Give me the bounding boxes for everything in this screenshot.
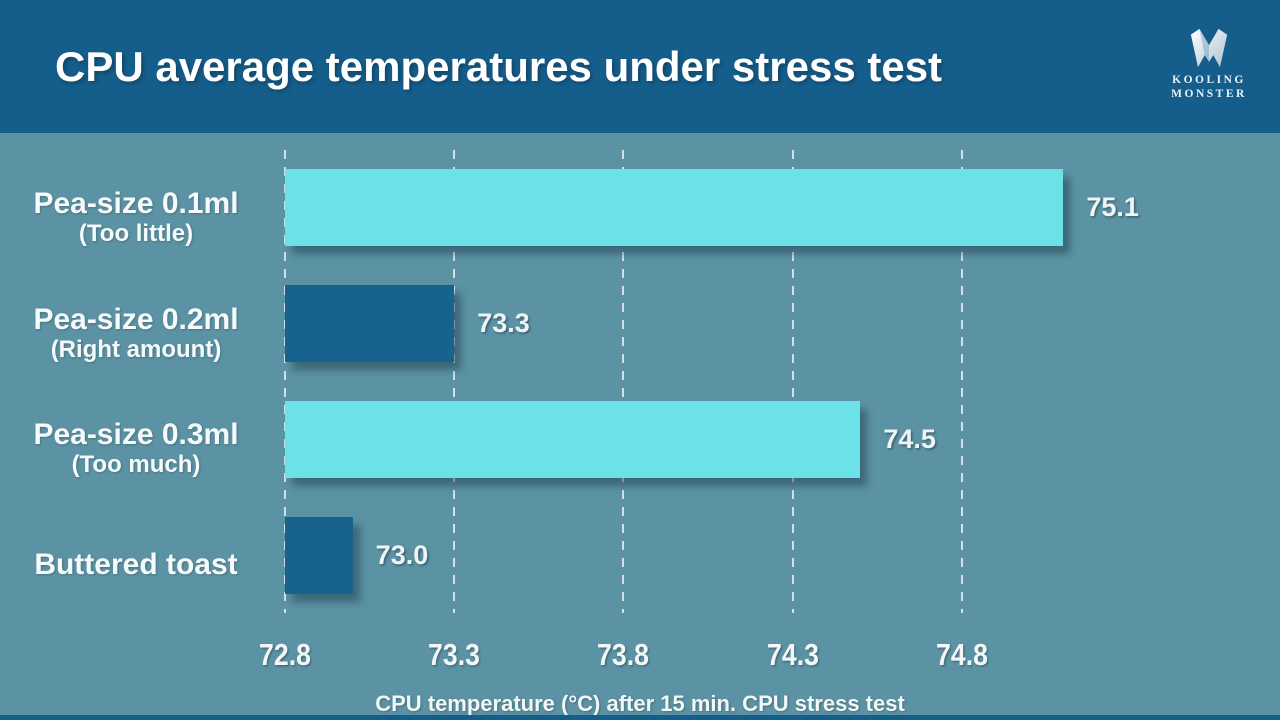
- x-axis-tick-label: 74.8: [935, 637, 988, 672]
- plot-area: 75.1 73.3 74.5 73.0: [284, 133, 1280, 630]
- bar-row: 75.1: [285, 169, 1280, 247]
- category-name: Pea-size 0.3ml: [33, 418, 239, 452]
- gridline-73.3: [453, 150, 456, 613]
- x-axis-tick-label: 73.8: [597, 637, 650, 672]
- footer-accent-strip: [0, 715, 1280, 720]
- bar-row: 73.3: [285, 285, 1280, 363]
- bar-value-label: 74.5: [883, 423, 936, 454]
- bar-row: 73.0: [285, 516, 1280, 594]
- gridline-72.8: [284, 150, 286, 613]
- bar: [285, 400, 861, 478]
- bar-value-label: 73.3: [477, 308, 530, 339]
- category-name: Pea-size 0.2ml: [33, 302, 239, 336]
- x-axis-tick-label: 72.8: [259, 637, 311, 672]
- category-note: (Too much): [71, 451, 201, 479]
- page-title: CPU average temperatures under stress te…: [55, 42, 943, 90]
- category-name: Pea-size 0.1ml: [33, 186, 239, 220]
- brand-logo: KOOLING MONSTER: [1154, 28, 1264, 101]
- gridline-74.3: [791, 150, 794, 613]
- header-banner: CPU average temperatures under stress te…: [0, 0, 1280, 133]
- category-label: Pea-size 0.1ml (Too little): [0, 178, 272, 255]
- brand-text-line2: MONSTER: [1171, 88, 1247, 100]
- gridline-73.8: [622, 150, 625, 613]
- x-axis-title: CPU temperature (°C) after 15 min. CPU s…: [375, 691, 905, 716]
- bar: [285, 516, 353, 594]
- brand-text-line1: KOOLING: [1172, 74, 1246, 86]
- gridline-74.8: [960, 150, 963, 613]
- x-axis-tick-label: 73.3: [428, 637, 481, 672]
- bar: [285, 285, 455, 363]
- monster-horns-m-icon: [1190, 28, 1228, 68]
- category-label: Buttered toast: [0, 526, 272, 603]
- bar-value-label: 75.1: [1086, 192, 1139, 223]
- bar-value-label: 73.0: [375, 539, 429, 570]
- category-label: Pea-size 0.3ml (Too much): [0, 410, 272, 487]
- category-label: Pea-size 0.2ml (Right amount): [0, 294, 272, 371]
- x-axis-tick-label: 74.3: [766, 637, 819, 672]
- category-note: (Right amount): [50, 335, 222, 363]
- category-note: (Too little): [78, 219, 194, 247]
- category-name: Buttered toast: [34, 547, 238, 581]
- bar: [285, 169, 1064, 247]
- bar-row: 74.5: [285, 400, 1280, 478]
